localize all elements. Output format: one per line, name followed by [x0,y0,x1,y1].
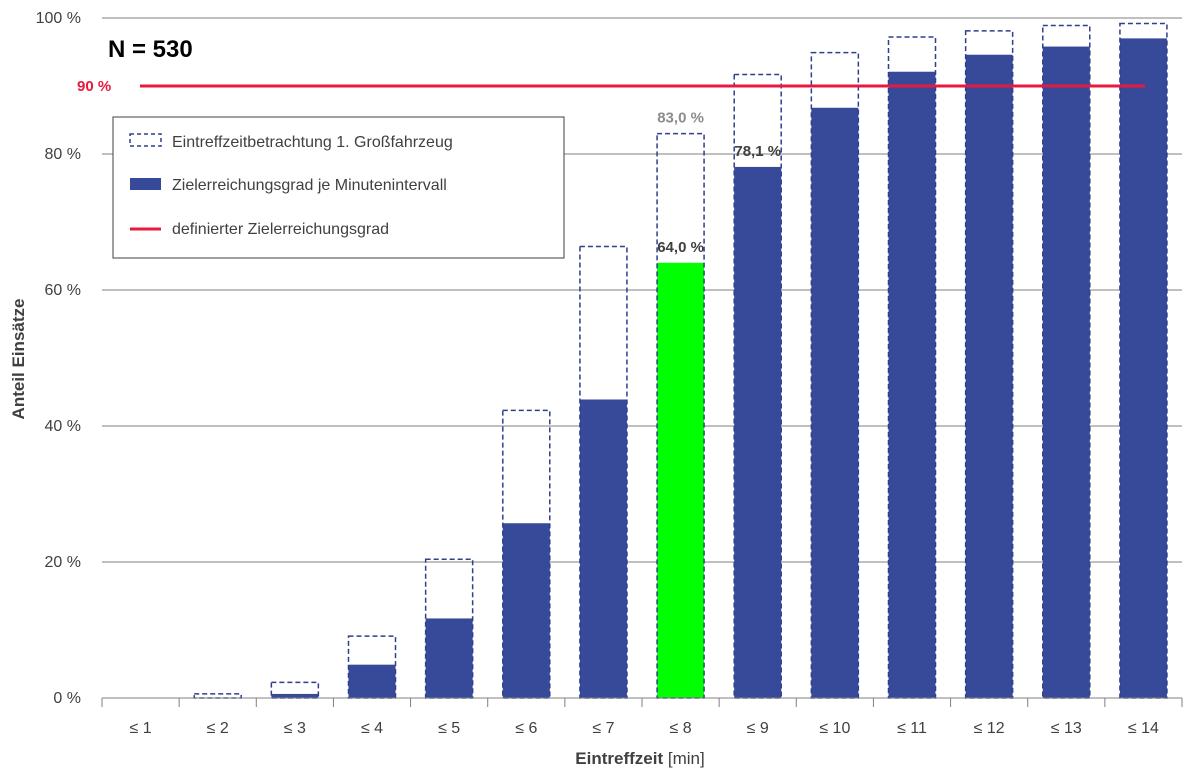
data-labels: 83,0 % 64,0 % 78,1 % [657,110,781,256]
x-tick-label: ≤ 4 [361,720,383,737]
legend: Eintreffzeitbetrachtung 1. Großfahrzeug … [112,116,565,259]
bar-filled [965,54,1013,699]
x-tick-label: ≤ 12 [974,720,1005,737]
data-label: 64,0 % [657,239,704,256]
bar-filled [348,664,396,698]
bar-filled [1042,46,1090,699]
legend-box [112,116,565,259]
bar-filled [811,107,859,698]
data-label: 78,1 % [734,143,781,160]
legend-label-filled: Zielerreichungsgrad je Minutenintervall [172,177,447,194]
y-tick-label: 60 % [45,282,81,299]
x-tick-label: ≤ 10 [819,720,850,737]
y-tick-label: 20 % [45,554,81,571]
y-axis-ticks: 0 % 20 % 40 % 60 % 80 % 100 % [36,10,81,707]
y-tick-label: 80 % [45,146,81,163]
x-tick-label: ≤ 3 [284,720,306,737]
legend-label-outline: Eintreffzeitbetrachtung 1. Großfahrzeug [172,134,453,151]
y-tick-label: 100 % [36,10,81,27]
x-axis-title-bold: Eintreffzeit [575,749,663,768]
sample-size-annotation: N = 530 [108,36,193,63]
bar-filled [1119,38,1167,698]
data-label: 83,0 % [657,110,704,127]
x-tick-label: ≤ 11 [897,720,927,737]
x-tick-label: ≤ 6 [515,720,537,737]
bar-filled [734,166,782,699]
legend-swatch-filled [130,178,161,190]
legend-label-target: definierter Zielerreichungsgrad [172,221,389,238]
legend-swatch-outline [129,133,162,147]
x-tick-label: ≤ 13 [1051,720,1082,737]
x-axis-title-unit: [min] [663,749,705,768]
gridlines [102,17,1182,563]
x-tick-label: ≤ 8 [670,720,692,737]
bar-filled [888,71,936,699]
target-label: 90 % [77,78,111,95]
bar-filled [425,618,473,698]
bar-filled [657,262,705,698]
y-tick-label: 40 % [45,418,81,435]
x-tick-label: ≤ 1 [130,720,152,737]
x-tick-label: ≤ 7 [592,720,614,737]
x-axis-title: Eintreffzeit [min] [575,749,704,768]
y-tick-label: 0 % [53,690,81,707]
bar-outline [193,693,242,699]
bar-filled [502,523,550,698]
x-tick-label: ≤ 2 [207,720,229,737]
x-tick-label: ≤ 9 [747,720,769,737]
x-tick-label: ≤ 5 [438,720,460,737]
bar-filled [271,693,319,698]
bars [193,22,1168,699]
x-axis: ≤ 1 ≤ 2 ≤ 3 ≤ 4 ≤ 5 ≤ 6 ≤ 7 ≤ 8 ≤ 9 ≤ 10 ≤ 11 ≤ 12 ≤… [101,697,1183,737]
bar-filled [579,399,627,698]
x-tick-label: ≤ 14 [1128,720,1159,737]
y-axis-title: Anteil Einsätze [9,299,28,420]
target-line-group: 90 % [77,78,1145,95]
